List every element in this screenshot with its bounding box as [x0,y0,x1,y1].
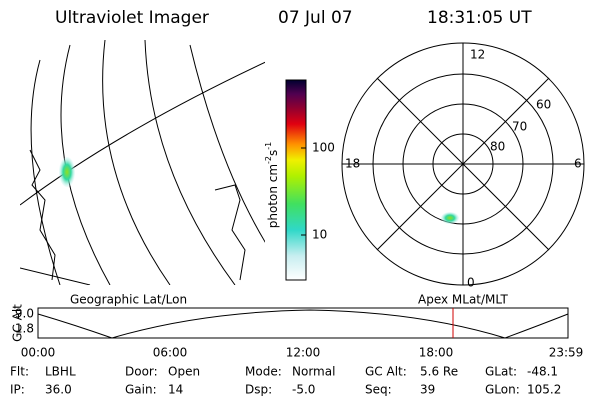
footer-label: Dsp: [245,383,272,397]
footer-label: Flt: [10,365,29,379]
footer-value: 5.6 Re [420,365,458,379]
colorbar-label: photon cm-2s-1 [264,142,280,229]
meridian [189,44,265,243]
y-tick-label: 9.0 [15,307,34,321]
footer-value: -48.1 [527,365,558,379]
x-tick-label: 12:00 [286,346,321,360]
map [20,40,265,285]
altitude-axis-label: GC Alt [11,304,25,342]
label-part: photon cm [266,164,280,228]
date: 07 Jul 07 [278,8,353,28]
title: Ultraviolet Imager [55,8,209,28]
footer-value: 105.2 [527,383,561,397]
footer-value: Open [168,365,200,379]
footer-value: -5.0 [292,383,315,397]
map-label: Apex MLat/MLT [418,293,508,307]
footer-label: GC Alt: [365,365,407,379]
footer-value: 39 [420,383,435,397]
x-tick-label: 23:59 [549,346,584,360]
footer-value: 36.0 [45,383,72,397]
meridian [30,59,61,285]
meridian [102,40,171,285]
footer-value: 14 [168,383,183,397]
aurora-spot [441,212,459,224]
x-tick-label: 00:00 [21,346,56,360]
time: 18:31:05 UT [427,8,532,28]
footer-label: Seq: [365,383,392,397]
mlt-label: 0 [467,276,475,290]
altitude-box [37,307,569,339]
colorbar-tick-label: 10 [312,228,327,242]
map-label: Geographic Lat/Lon [70,293,187,307]
aurora-spot [59,157,75,187]
colorbar-tick-label: 100 [312,141,335,155]
coastline [214,184,246,281]
x-tick-label: 18:00 [419,346,454,360]
altitude-curve [37,309,569,339]
mlt-label: 6 [574,157,582,171]
mlt-label: 18 [345,157,360,171]
x-tick-label: 06:00 [153,346,188,360]
footer-label: GLat: [485,365,517,379]
lat-label: 60 [536,98,551,112]
footer-label: IP: [10,383,25,397]
parallel [20,61,265,206]
footer-value: Normal [292,365,335,379]
footer-value: LBHL [45,365,76,379]
meridian [144,40,236,285]
lat-label: 80 [490,140,505,154]
colorbar [285,79,307,281]
y-tick-label: 1.8 [15,322,34,336]
mlt-line [376,77,550,251]
polar-plot: 12 18 6 0 60 70 80 [341,42,585,290]
coastline [29,149,56,281]
label-part: s [266,150,280,156]
footer-label: GLon: [485,383,520,397]
footer: Flt: LBHL Door: Open Mode: Normal GC Alt: 5.6 R… [10,365,561,397]
lat-label: 70 [512,120,527,134]
footer-label: Door: [125,365,158,379]
label-sup: -2 [264,156,273,164]
label-sup: -1 [264,142,273,150]
mlt-label: 12 [470,48,485,62]
parallel [20,267,91,285]
footer-label: Gain: [125,383,157,397]
footer-label: Mode: [245,365,282,379]
